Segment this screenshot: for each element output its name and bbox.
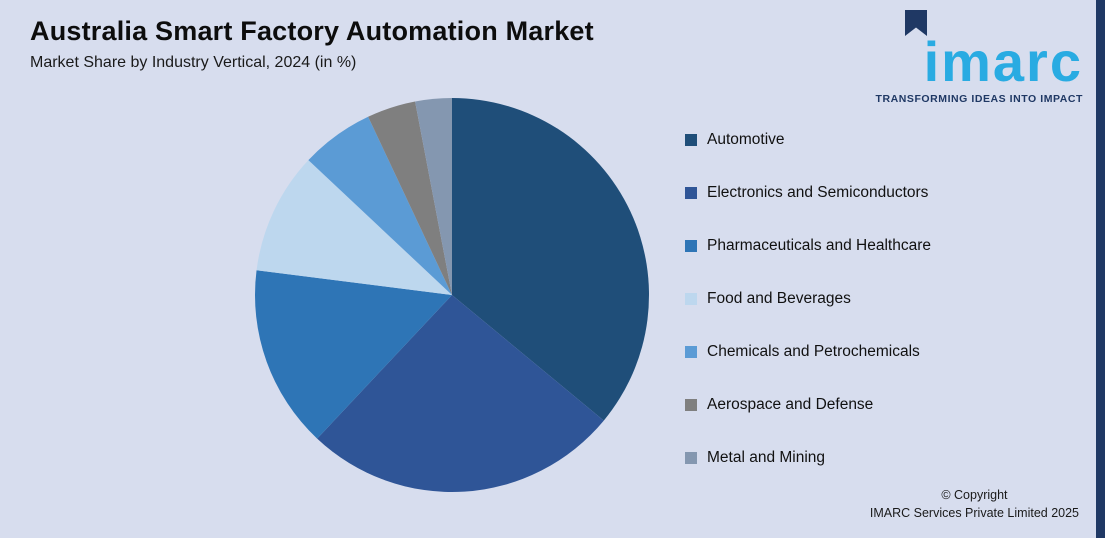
pie-slice-pharmaceuticals-and-healthcare — [255, 270, 452, 439]
legend-swatch — [685, 239, 697, 252]
imarc-logo: imarc TRANSFORMING IDEAS INTO IMPACT — [865, 10, 1083, 105]
pie-slice-electronics-and-semiconductors — [317, 295, 604, 493]
legend-swatch — [685, 186, 697, 199]
legend-label: Aerospace and Defense — [707, 395, 874, 413]
legend-label: Electronics and Semiconductors — [707, 183, 929, 201]
pie-slice-aerospace-and-defense — [368, 101, 452, 295]
legend-item-pharmaceuticals-and-healthcare: Pharmaceuticals and Healthcare — [685, 236, 931, 255]
copyright: © Copyright IMARC Services Private Limit… — [870, 486, 1079, 522]
legend: Automotive Electronics and Semiconductors… — [685, 130, 931, 467]
legend-swatch — [685, 292, 697, 305]
pie-slice-food-and-beverages — [256, 160, 452, 295]
legend-item-chemicals-and-petrochemicals: Chemicals and Petrochemicals — [685, 342, 931, 361]
copyright-line-2: IMARC Services Private Limited 2025 — [869, 505, 1079, 520]
legend-item-food-and-beverages: Food and Beverages — [685, 289, 931, 308]
pie-slice-chemicals-and-petrochemicals — [308, 116, 452, 295]
pie-slice-automotive — [452, 98, 649, 421]
legend-swatch — [685, 398, 697, 411]
header: Australia Smart Factory Automation Marke… — [30, 16, 594, 72]
legend-swatch — [685, 451, 697, 464]
legend-swatch — [685, 133, 697, 146]
right-accent-stripe — [1096, 0, 1105, 538]
legend-item-aerospace-and-defense: Aerospace and Defense — [685, 395, 931, 414]
legend-label: Metal and Mining — [707, 448, 826, 466]
pie-chart — [255, 98, 649, 493]
legend-label: Automotive — [707, 130, 785, 148]
legend-label: Food and Beverages — [707, 289, 851, 307]
chart-title: Australia Smart Factory Automation Marke… — [30, 16, 594, 46]
chart-subtitle: Market Share by Industry Vertical, 2024 … — [30, 54, 357, 71]
imarc-tagline: TRANSFORMING IDEAS INTO IMPACT — [875, 93, 1083, 105]
legend-item-automotive: Automotive — [685, 130, 931, 149]
legend-label: Chemicals and Petrochemicals — [707, 342, 920, 360]
imarc-flag-icon — [905, 10, 927, 36]
legend-item-metal-and-mining: Metal and Mining — [685, 448, 931, 467]
copyright-line-1: © Copyright — [941, 487, 1008, 502]
legend-label: Pharmaceuticals and Healthcare — [707, 236, 932, 254]
legend-swatch — [685, 345, 697, 358]
legend-item-electronics-and-semiconductors: Electronics and Semiconductors — [685, 183, 931, 202]
pie-slice-metal-and-mining — [415, 98, 452, 295]
imarc-wordmark: imarc — [923, 30, 1083, 93]
